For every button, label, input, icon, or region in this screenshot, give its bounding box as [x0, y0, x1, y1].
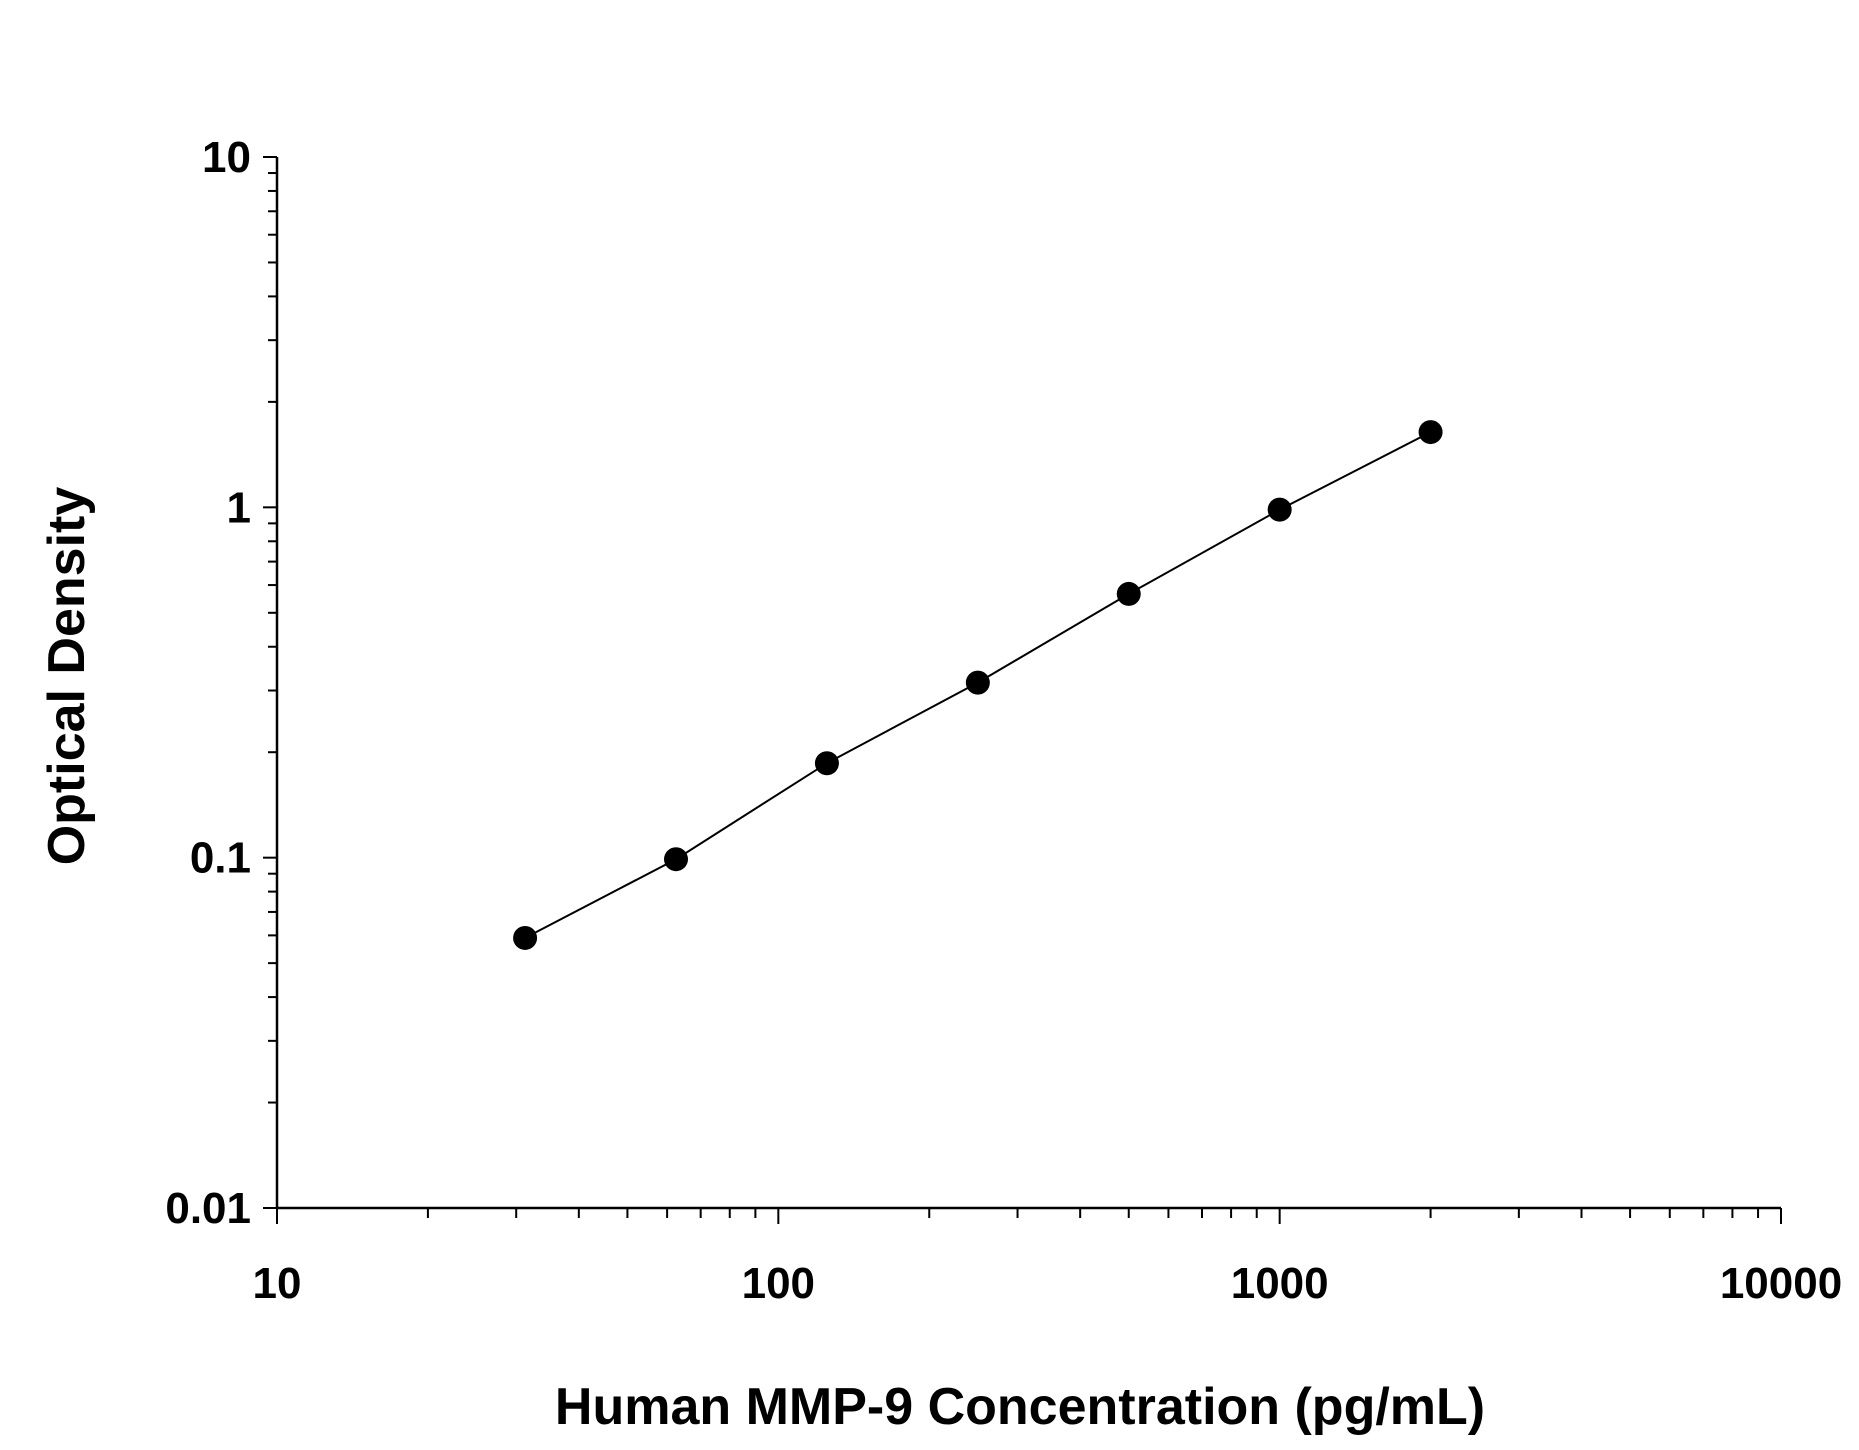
data-point — [513, 925, 538, 950]
x-axis-title: Human MMP-9 Concentration (pg/mL) — [555, 1378, 1485, 1436]
axes — [275, 157, 1781, 1210]
y-tick-label: 0.1 — [190, 834, 251, 883]
data-points — [513, 420, 1443, 950]
data-point — [1116, 581, 1141, 606]
x-tick-label: 10 — [253, 1259, 302, 1308]
x-tick-label: 100 — [742, 1259, 815, 1308]
data-point — [1267, 497, 1292, 522]
tick-labels: 0.01 0.1 1 10 10 100 1000 10000 — [165, 133, 1842, 1308]
data-point — [664, 847, 689, 872]
x-tick-label: 10000 — [1720, 1259, 1842, 1308]
data-point — [1418, 420, 1443, 445]
y-tick-label: 1 — [227, 483, 251, 532]
y-axis-title: Optical Density — [38, 487, 96, 866]
data-point — [965, 670, 990, 695]
y-tick-label: 0.01 — [165, 1184, 251, 1233]
x-tick-label: 1000 — [1231, 1259, 1329, 1308]
y-tick-label: 10 — [202, 133, 251, 182]
data-point — [814, 751, 839, 776]
axis-ticks — [263, 156, 1782, 1224]
